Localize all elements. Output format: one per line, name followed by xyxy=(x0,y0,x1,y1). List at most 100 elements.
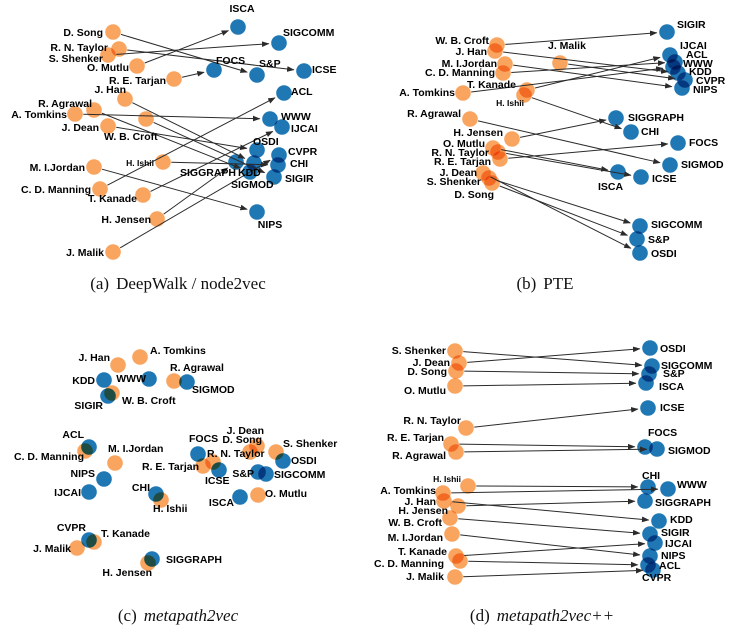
author-node-r-agrawal xyxy=(462,111,478,127)
edge-arrow-j-dean-to-osdi xyxy=(467,346,641,363)
node-label-j-han: J. Han xyxy=(455,46,487,58)
node-label-h-ishii: H. Ishii xyxy=(433,474,461,484)
caption-d-prefix: (d) xyxy=(469,606,490,625)
node-label-h-ishii: H. Ishii xyxy=(496,98,524,108)
edge-arrow-a-tomkins-to-www xyxy=(451,486,659,494)
node-label-w-b-croft: W. B. Croft xyxy=(122,395,176,407)
venue-node-siggraph xyxy=(637,493,653,509)
node-label-j-dean: J. Dean xyxy=(413,357,450,369)
caption-panel-d: (d) metapath2vec++ xyxy=(397,606,687,626)
node-label-sigmod: SIGMOD xyxy=(231,179,274,191)
node-label-s-shenker: S. Shenker xyxy=(49,53,103,65)
node-label-r-e-tarjan: R. E. Tarjan xyxy=(434,156,491,168)
caption-c-method-name: metapath2vec xyxy=(143,606,239,625)
node-label-nips: NIPS xyxy=(693,84,718,96)
edge-arrow-w-b-croft-to-sigir xyxy=(458,518,641,536)
edges-layer xyxy=(451,346,659,578)
node-label-ijcai: IJCAI xyxy=(665,538,692,550)
node-label-sigir: SIGIR xyxy=(661,527,690,539)
node-label-sigir: SIGIR xyxy=(74,400,103,412)
author-node-s-shenker xyxy=(447,343,463,359)
edge-arrow-h-ishii-to-chi xyxy=(171,161,269,168)
node-label-www: WWW xyxy=(281,111,311,123)
node-label-sigcomm: SIGCOMM xyxy=(283,27,335,39)
venue-node-sigcomm xyxy=(258,466,274,482)
node-label-t-kanade: T. Kanade xyxy=(101,528,150,540)
node-label-c-d-manning: C. D. Manning xyxy=(14,451,84,463)
node-label-sigmod: SIGMOD xyxy=(681,159,724,171)
venue-node-cvpr xyxy=(81,532,97,548)
caption-c-prefix: (c) xyxy=(117,606,137,625)
author-node-o-mutlu xyxy=(129,58,145,74)
venue-node-www xyxy=(141,371,157,387)
author-node-d-song xyxy=(448,363,464,379)
author-node-t-kanade xyxy=(135,187,151,203)
caption-panel-c: (c) metapath2vec xyxy=(33,606,323,626)
author-node-m-i-jordan xyxy=(107,455,123,471)
node-label-sigcomm: SIGCOMM xyxy=(274,469,326,481)
edge-arrow-r-agrawal-to-sigmod xyxy=(477,120,661,164)
node-label-focs: FOCS xyxy=(189,433,218,445)
node-label-a-tomkins: A. Tomkins xyxy=(380,485,436,497)
edge-arrow-h-jensen-to-siggraph xyxy=(466,498,636,507)
venue-node-www xyxy=(262,111,278,127)
node-label-ijcai: IJCAI xyxy=(54,487,81,499)
node-label-siggraph: SIGGRAPH xyxy=(628,112,684,124)
nodes-layer xyxy=(69,349,291,571)
node-label-sigmod: SIGMOD xyxy=(668,445,711,457)
node-label-siggraph: SIGGRAPH xyxy=(166,554,222,566)
node-label-icse: ICSE xyxy=(312,64,337,76)
node-label-r-agrawal: R. Agrawal xyxy=(392,450,446,462)
venue-node-sigir xyxy=(100,388,116,404)
edge-arrow-h-ishii-to-chi xyxy=(476,484,639,490)
edge-arrow-j-malik-to-cvpr xyxy=(119,159,271,249)
caption-panel-a: (a) DeepWalk / node2vec xyxy=(33,274,323,294)
caption-b-method-name: PTE xyxy=(543,274,574,293)
author-node-h-ishii xyxy=(460,478,476,494)
venue-node-chi xyxy=(623,124,639,140)
venue-node-sigir xyxy=(659,24,675,40)
node-label-t-kanade: T. Kanade xyxy=(398,546,447,558)
node-label-s-p: S&P xyxy=(259,58,281,70)
node-label-s-p: S&P xyxy=(663,368,685,380)
node-label-o-mutlu: O. Mutlu xyxy=(404,385,446,397)
venue-node-cvpr xyxy=(645,562,661,578)
node-label-osdi: OSDI xyxy=(291,455,317,467)
node-label-icse: ICSE xyxy=(652,173,677,185)
venue-node-sigcomm xyxy=(271,35,287,51)
labels-layer: J. Han A. Tomkins R. Agrawal W. B. Croft C. … xyxy=(14,345,337,579)
venue-node-nips xyxy=(674,80,690,96)
node-label-c-d-manning: C. D. Manning xyxy=(425,67,495,79)
node-label-r-n-taylor: R. N. Taylor xyxy=(50,42,108,54)
node-label-cvpr: CVPR xyxy=(696,75,726,87)
venue-node-icse xyxy=(640,400,656,416)
author-node-d-song xyxy=(105,24,121,40)
venue-node-ijcai xyxy=(81,484,97,500)
node-label-j-han: J. Han xyxy=(94,84,126,96)
node-label-j-dean: J. Dean xyxy=(440,167,477,179)
venue-node-isca xyxy=(230,19,246,35)
edge-arrow-j-dean-to-osdi xyxy=(490,176,632,249)
edges-layer xyxy=(83,30,295,249)
node-label-kdd: KDD xyxy=(238,167,261,179)
edge-arrow-d-song-to-s-p xyxy=(120,33,248,73)
node-label-isca: ISCA xyxy=(209,497,235,509)
edge-arrow-d-song-to-s-p xyxy=(464,370,640,377)
nodes-layer xyxy=(435,340,676,585)
node-label-a-tomkins: A. Tomkins xyxy=(399,87,455,99)
node-label-focs: FOCS xyxy=(689,137,718,149)
node-label-acl: ACL xyxy=(659,560,681,572)
edge-arrow-a-tomkins-to-www xyxy=(83,113,261,122)
edge-arrow-m-i-jordan-to-nips xyxy=(513,64,673,89)
node-label-sigcomm: SIGCOMM xyxy=(661,360,713,372)
venue-node-isca xyxy=(638,375,654,391)
caption-a-method-name: DeepWalk / node2vec xyxy=(116,274,266,293)
edge-arrow-h-ishii-to-chi xyxy=(531,97,623,130)
node-label-j-malik: J. Malik xyxy=(548,40,586,52)
node-label-j-dean: J. Dean xyxy=(62,122,99,134)
edge-arrow-j-malik-to-cvpr xyxy=(463,567,644,578)
